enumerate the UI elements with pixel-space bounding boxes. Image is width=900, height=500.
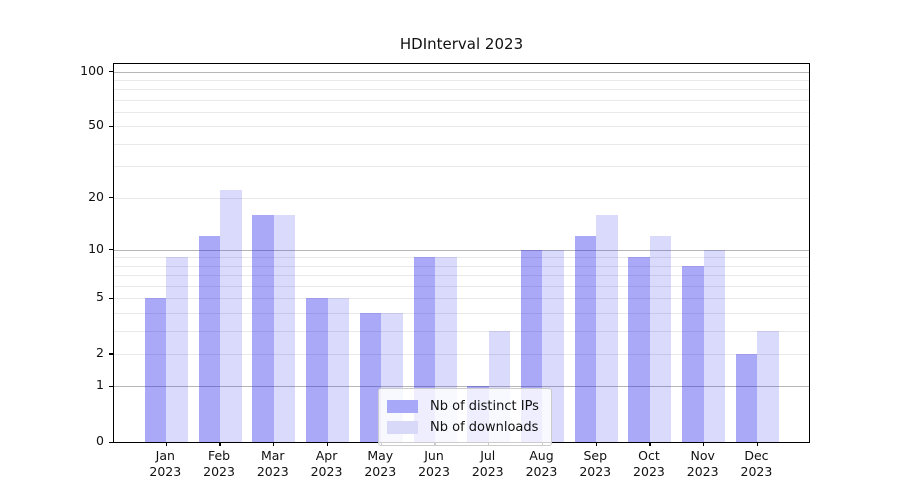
legend-row-downloads: Nb of downloads (387, 417, 539, 438)
x-tick-label: Apr 2023 (310, 448, 343, 479)
y-tick-mark (109, 197, 113, 199)
bar-ips-jan (144, 298, 167, 442)
major-gridline (114, 386, 809, 388)
y-tick-label: 50 (88, 117, 104, 133)
minor-gridline (114, 353, 809, 355)
bar-ips-dec (735, 353, 758, 442)
minor-gridline (114, 330, 809, 332)
x-tick-mark (703, 442, 705, 446)
x-tick-mark (273, 442, 275, 446)
y-tick-mark (109, 297, 113, 299)
bar-ips-mar (252, 214, 274, 442)
x-tick-mark (595, 442, 597, 446)
chart-title: HDInterval 2023 (399, 35, 524, 53)
minor-gridline (114, 112, 809, 114)
legend-swatch-distinct-ips (387, 400, 418, 413)
y-tick-label: 5 (96, 289, 104, 305)
minor-gridline (114, 126, 809, 128)
bar-ips-oct (628, 257, 650, 442)
x-tick-label: Nov 2023 (686, 448, 719, 479)
x-tick-mark (165, 442, 167, 446)
minor-gridline (114, 298, 809, 300)
legend-row-distinct-ips: Nb of distinct IPs (387, 396, 539, 417)
legend-label-downloads: Nb of downloads (430, 420, 539, 435)
major-gridline (114, 71, 809, 73)
bar-ips-feb (198, 236, 221, 442)
x-tick-label: Sep 2023 (579, 448, 612, 479)
x-tick-label: Feb 2023 (203, 448, 235, 479)
y-tick-mark (109, 385, 113, 388)
y-tick-label: 0 (96, 433, 104, 448)
x-tick-mark (649, 442, 651, 446)
x-tick-label: May 2023 (364, 448, 397, 479)
x-tick-label: Mar 2023 (256, 448, 289, 479)
y-tick-mark (109, 249, 113, 251)
minor-gridline (114, 143, 809, 145)
y-tick-label: 2 (96, 344, 104, 360)
plot-area: Nb of distinct IPs Nb of downloads (109, 63, 810, 446)
x-tick-label: Jul 2023 (471, 448, 504, 479)
x-tick-label: Jan 2023 (149, 448, 182, 479)
bar-downloads-apr (327, 298, 350, 442)
minor-gridline (114, 312, 809, 314)
legend-swatch-downloads (387, 421, 418, 434)
x-tick-label: Jun 2023 (418, 448, 450, 479)
y-tick-mark (109, 125, 113, 128)
x-tick-label: Oct 2023 (633, 448, 665, 479)
y-tick-label: 1 (96, 377, 104, 393)
legend: Nb of distinct IPs Nb of downloads (378, 388, 552, 446)
bar-downloads-dec (757, 330, 779, 442)
bar-downloads-jan (166, 257, 188, 442)
x-tick-label: Aug 2023 (525, 448, 558, 479)
minor-gridline (114, 99, 809, 101)
y-tick-label: 20 (88, 188, 104, 204)
bar-downloads-nov (703, 249, 726, 442)
y-tick-mark (109, 353, 113, 355)
y-tick-label: 100 (80, 62, 104, 78)
x-tick-mark (326, 442, 329, 446)
minor-gridline (114, 285, 809, 287)
legend-label-distinct-ips: Nb of distinct IPs (430, 399, 539, 414)
major-gridline (114, 249, 809, 251)
bar-ips-may (359, 312, 382, 442)
bar-downloads-sep (596, 214, 618, 442)
bar-ips-apr (306, 298, 328, 442)
minor-gridline (114, 89, 809, 91)
bar-downloads-oct (649, 236, 672, 442)
bar-downloads-mar (273, 214, 296, 442)
x-tick-mark (756, 442, 759, 446)
bar-ips-sep (574, 236, 597, 442)
minor-gridline (114, 257, 809, 259)
y-axis-labels: 0 1 2 5 10 20 50 100 (0, 62, 104, 448)
bar-downloads-feb (220, 190, 242, 442)
x-axis-labels: Jan 2023 Feb 2023 Mar 2023 Apr 2023 May 2023… (113, 448, 808, 484)
y-tick-mark (109, 441, 113, 443)
minor-gridline (114, 166, 809, 168)
x-tick-label: Dec 2023 (740, 448, 773, 479)
y-tick-label: 10 (88, 240, 104, 256)
minor-gridline (114, 79, 809, 81)
minor-gridline (114, 265, 809, 267)
bar-ips-nov (682, 265, 704, 442)
y-tick-mark (109, 71, 113, 73)
minor-gridline (114, 197, 809, 199)
x-tick-mark (219, 442, 221, 446)
minor-gridline (114, 275, 809, 277)
